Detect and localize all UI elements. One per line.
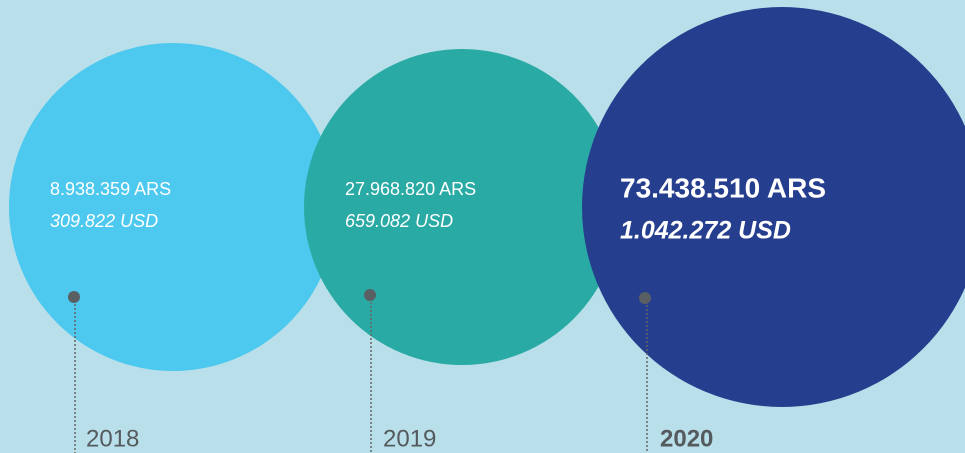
- ars-value: 8.938.359 ARS: [50, 179, 171, 199]
- marker-dot: [68, 291, 80, 303]
- usd-value: 309.822 USD: [50, 211, 158, 231]
- circle-2019: [304, 49, 620, 365]
- year-label: 2020: [660, 425, 713, 452]
- ars-value: 73.438.510 ARS: [620, 172, 826, 203]
- usd-value: 659.082 USD: [345, 211, 453, 231]
- circle-2018: [9, 43, 337, 371]
- marker-dot: [364, 289, 376, 301]
- year-label: 2018: [86, 425, 139, 452]
- usd-value: 1.042.272 USD: [620, 217, 791, 245]
- ars-value: 27.968.820 ARS: [345, 179, 476, 199]
- marker-dot: [639, 292, 651, 304]
- circle-2020: [582, 7, 965, 407]
- year-label: 2019: [383, 425, 436, 452]
